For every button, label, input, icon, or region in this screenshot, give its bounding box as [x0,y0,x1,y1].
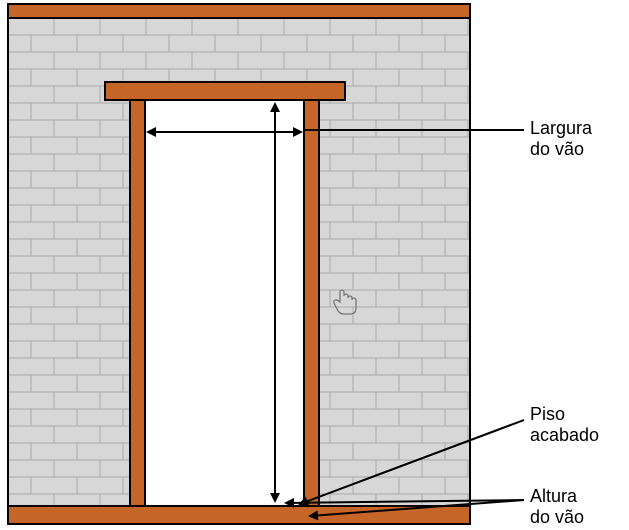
label-height: Alturado vão [530,486,584,527]
door-opening-diagram: Largurado vão Pisoacabado Alturado vão [0,0,629,530]
diagram-svg [0,0,629,530]
label-floor: Pisoacabado [530,404,599,445]
label-width: Largurado vão [530,118,592,159]
